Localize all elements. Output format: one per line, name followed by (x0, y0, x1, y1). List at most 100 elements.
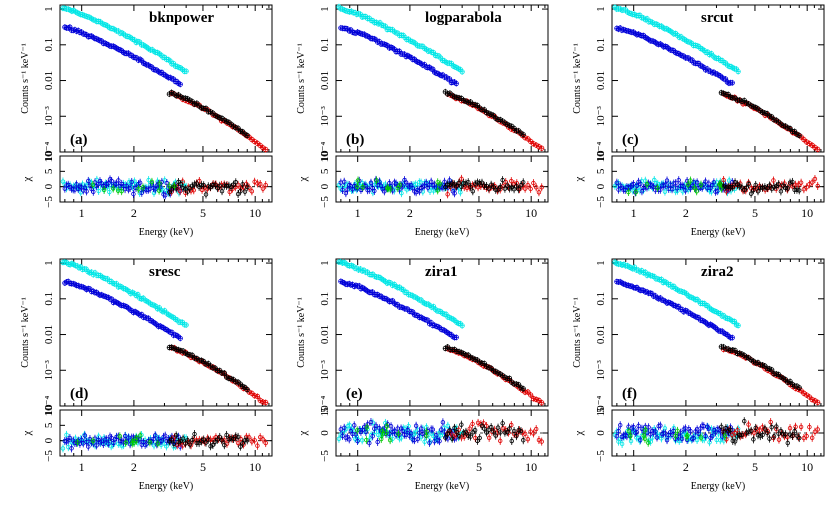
residual-point (724, 189, 729, 194)
residual-point (172, 183, 177, 189)
residual-point (662, 189, 668, 194)
y-tick-label: 10⁻⁴ (319, 142, 331, 163)
data-point (530, 141, 537, 147)
residual-point (215, 437, 220, 442)
residual-point (771, 184, 777, 190)
residual-point (614, 180, 620, 185)
residual-point (194, 181, 200, 186)
resid-tick-label: −5 (595, 196, 607, 208)
residual-point (101, 441, 106, 447)
resid-tick-label: 0 (319, 183, 331, 189)
residual-point (459, 184, 464, 190)
residual-point (231, 182, 236, 187)
residual-point (180, 185, 186, 191)
resid-tick-label: 0 (595, 183, 607, 189)
residual-point (673, 180, 678, 186)
residual-point (127, 185, 133, 191)
residual-axis-label: χ (297, 176, 309, 182)
data-point (175, 334, 182, 340)
panel-title: logparabola (425, 10, 502, 26)
residual-point (787, 180, 793, 185)
y-axis-label: Counts s⁻¹ keV⁻¹ (20, 43, 31, 113)
residual-point (783, 185, 788, 190)
x-axis-label: Energy (keV) (139, 227, 194, 238)
residual-point (374, 178, 379, 183)
series-blue (338, 24, 459, 198)
residual-point (711, 180, 717, 185)
residual-point (67, 435, 73, 441)
residual-point (688, 178, 693, 183)
data-point (162, 72, 168, 78)
residual-point (638, 181, 643, 186)
residual-point (199, 182, 204, 188)
residual-point (445, 192, 450, 197)
residual-point (633, 189, 639, 195)
residual-point (94, 443, 99, 448)
y-tick-label: 10⁻⁴ (43, 396, 55, 417)
resid-tick-label: 0 (43, 437, 55, 443)
series-black (166, 89, 250, 199)
resid-tick-label: 5 (43, 422, 55, 428)
residual-point (748, 191, 754, 196)
residual-point (84, 189, 89, 194)
residual-point (96, 188, 101, 194)
y-tick-label: 1 (43, 6, 55, 12)
resid-tick-label: −5 (43, 196, 55, 208)
residual-point (206, 437, 211, 442)
residual-point (90, 182, 96, 188)
residual-point (174, 433, 179, 438)
residual-point (163, 433, 168, 438)
residual-point (454, 183, 459, 189)
data-point (169, 329, 175, 335)
data-point (254, 393, 261, 399)
residual-point (102, 187, 107, 192)
y-tick-label: 0.01 (319, 325, 331, 344)
resid-tick-label: 10 (43, 150, 55, 162)
model-line (721, 92, 800, 136)
residual-point (518, 182, 524, 188)
residual-point (466, 180, 471, 185)
x-tick-label: 2 (407, 460, 413, 474)
residual-point (203, 440, 209, 445)
model-line (445, 91, 524, 135)
resid-tick-label: −5 (43, 450, 55, 462)
residual-point (171, 441, 177, 447)
residual-point (751, 187, 756, 193)
residual-point (395, 185, 401, 191)
residual-point (245, 184, 250, 190)
residual-point (340, 187, 345, 193)
residual-point (712, 185, 718, 190)
x-tick-label: 1 (631, 206, 637, 220)
residual-point (491, 184, 496, 189)
residual-point (238, 189, 243, 194)
residual-point (676, 177, 681, 183)
residual-point (680, 189, 685, 194)
residual-point (767, 183, 772, 188)
residual-point (372, 188, 377, 194)
data-point (806, 141, 813, 147)
y-tick-label: 10⁻⁴ (43, 142, 55, 163)
residual-point (151, 443, 157, 448)
residual-point (130, 441, 135, 446)
residual-plot-frame (59, 155, 273, 203)
data-point (735, 68, 741, 75)
x-tick-label: 10 (249, 206, 261, 220)
residual-point (459, 176, 464, 182)
residual-point (263, 182, 268, 188)
resid-tick-label: 5 (595, 168, 607, 174)
residual-point (470, 189, 476, 194)
residual-point (435, 188, 440, 193)
residual-point (106, 181, 111, 186)
data-point (252, 393, 258, 399)
residual-point (514, 184, 519, 189)
resid-tick-label: 10 (595, 150, 607, 162)
residual-point (502, 186, 508, 191)
data-point (717, 73, 724, 79)
main-plot-frame (59, 4, 273, 153)
y-tick-label: 10⁻³ (595, 106, 607, 127)
residual-point (260, 186, 266, 191)
residual-point (226, 436, 232, 442)
y-tick-label: 0.01 (43, 71, 55, 90)
residual-point (447, 182, 453, 188)
